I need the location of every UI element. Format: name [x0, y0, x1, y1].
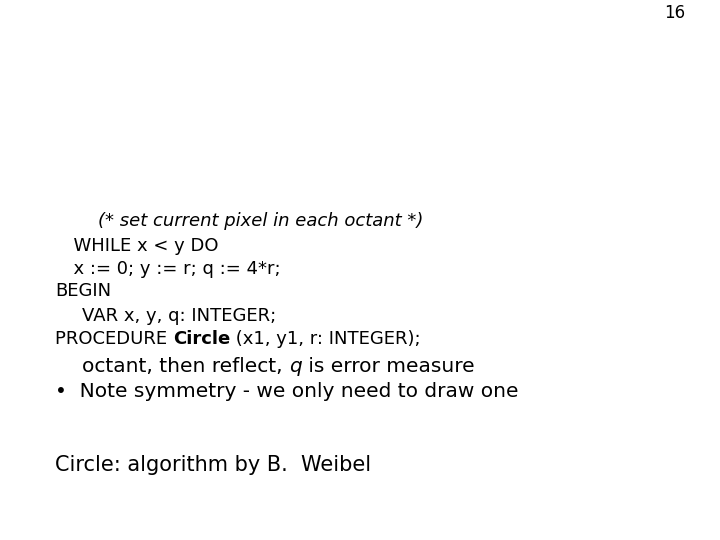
Text: 16: 16 — [664, 4, 685, 22]
Text: •  Note symmetry - we only need to draw one: • Note symmetry - we only need to draw o… — [55, 382, 518, 401]
Text: (* set current pixel in each octant *): (* set current pixel in each octant *) — [75, 212, 423, 230]
Text: BEGIN: BEGIN — [55, 282, 111, 300]
Text: q: q — [289, 357, 302, 376]
Text: x := 0; y := r; q := 4*r;: x := 0; y := r; q := 4*r; — [62, 260, 281, 278]
Text: (x1, y1, r: INTEGER);: (x1, y1, r: INTEGER); — [230, 330, 420, 348]
Text: Circle: Circle — [173, 330, 230, 348]
Text: WHILE x < y DO: WHILE x < y DO — [62, 237, 218, 255]
Text: is error measure: is error measure — [302, 357, 474, 376]
Text: VAR x, y, q: INTEGER;: VAR x, y, q: INTEGER; — [82, 307, 276, 325]
Text: PROCEDURE: PROCEDURE — [55, 330, 173, 348]
Text: Circle: algorithm by B.  Weibel: Circle: algorithm by B. Weibel — [55, 455, 371, 475]
Text: octant, then reflect,: octant, then reflect, — [82, 357, 289, 376]
